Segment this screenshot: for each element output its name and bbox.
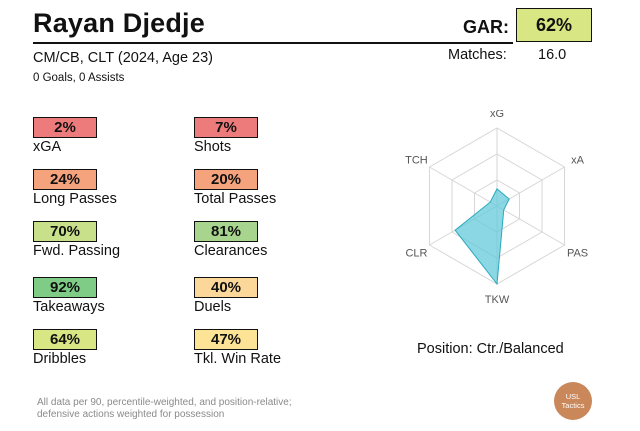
footnote-line: defensive actions weighted for possessio… [37,409,225,420]
stat-clearances: 81% Clearances [194,221,267,259]
stat-value-badge: 20% [194,169,258,190]
stat-value-badge: 7% [194,117,258,138]
stat-label: xGA [33,139,62,155]
gar-label: GAR: [463,17,509,37]
player-subtitle: CM/CB, CLT (2024, Age 23) [33,50,213,66]
stat-fwd-passing: 70% Fwd. Passing [33,221,120,259]
gar-value-badge: 62% [516,8,592,42]
footnote: All data per 90, percentile-weighted, an… [37,397,292,421]
stat-label: Shots [194,139,232,155]
radar-axis-label: PAS [567,248,588,260]
radar-chart: xG xA PAS TKW CLR TCH [405,110,588,306]
goals-assists: 0 Goals, 0 Assists [33,72,125,84]
stat-value-badge: 81% [194,221,258,242]
radar-data-shape [454,188,510,286]
stat-value-badge: 47% [194,329,258,350]
radar-axis-label: TKW [485,294,510,306]
stat-value-badge: 24% [33,169,97,190]
usl-tactics-logo: USL Tactics [554,382,592,420]
stat-dribbles: 64% Dribbles [33,329,97,367]
stat-value-badge: 70% [33,221,97,242]
radar-axis-label: xG [490,110,504,120]
stat-total-passes: 20% Total Passes [194,169,276,207]
stat-value-badge: 40% [194,277,258,298]
position-label: Position: Ctr./Balanced [417,341,564,357]
logo-text: USL [565,392,581,401]
radar-axis-label: TCH [405,155,428,167]
footnote-line: All data per 90, percentile-weighted, an… [37,397,292,408]
matches-label: Matches: [448,47,507,63]
stat-value-badge: 64% [33,329,97,350]
matches-value: 16.0 [538,47,567,63]
radar-axis-label: CLR [405,248,427,260]
stat-tkl-win-rate: 47% Tkl. Win Rate [194,329,281,367]
stat-label: Clearances [194,243,268,259]
stat-label: Dribbles [33,351,87,367]
stat-takeaways: 92% Takeaways [33,277,105,315]
player-name: Rayan Djedje [33,8,205,38]
header-divider [33,42,513,44]
stat-duels: 40% Duels [194,277,258,315]
stat-label: Fwd. Passing [33,243,121,259]
logo-text: Tactics [561,401,585,410]
stat-xga: 2% xGA [33,117,97,155]
radar-axis-labels: xG xA PAS TKW CLR TCH [405,110,588,306]
stat-value-badge: 92% [33,277,97,298]
radar-axis-label: xA [571,155,585,167]
stat-label: Total Passes [194,191,277,207]
stat-label: Duels [194,299,232,315]
stat-value-badge: 2% [33,117,97,138]
stat-shots: 7% Shots [194,117,258,155]
stat-label: Tkl. Win Rate [194,351,282,367]
radar-spoke [429,166,498,207]
stat-label: Long Passes [33,191,117,207]
stat-label: Takeaways [33,299,105,315]
radar-spoke [496,205,565,246]
stat-long-passes: 24% Long Passes [33,169,117,207]
